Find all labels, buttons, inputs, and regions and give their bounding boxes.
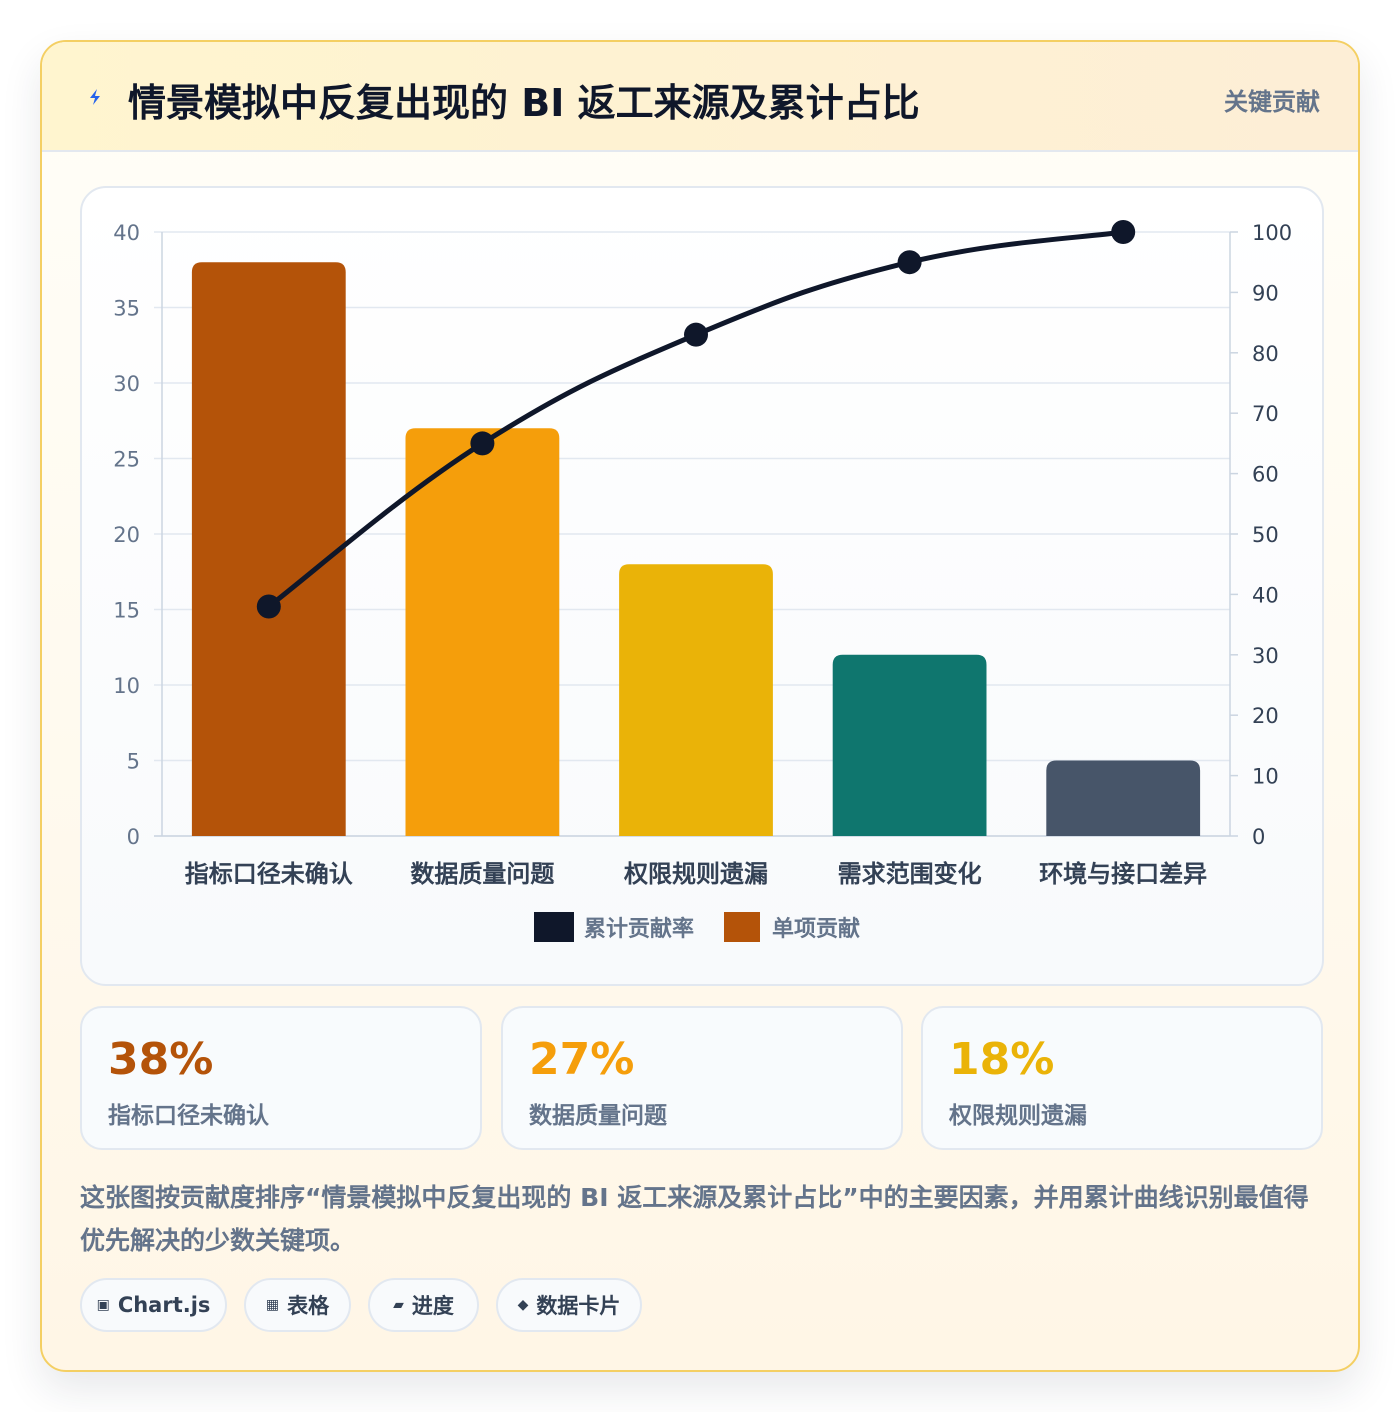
y-tick-label-left: 10 <box>113 674 140 698</box>
y-tick-label-right: 50 <box>1252 523 1279 547</box>
cumulative-point <box>470 431 495 456</box>
x-tick-label: 权限规则遗漏 <box>623 860 768 888</box>
y-tick-label-left: 15 <box>113 599 140 623</box>
pill-chartjs[interactable]: ▣ Chart.js <box>80 1278 227 1332</box>
legend-label-bar: 单项贡献 <box>772 916 860 942</box>
y-tick-label-right: 70 <box>1252 402 1279 426</box>
y-tick-label-left: 30 <box>113 372 140 396</box>
y-tick-label-left: 35 <box>113 297 140 321</box>
pill-label: 数据卡片 <box>536 1294 621 1318</box>
diamond-icon: ◆ <box>517 1297 529 1313</box>
bar <box>1046 760 1201 836</box>
pareto-chart: 0 5 10 15 20 25 30 35 40 0 10 20 30 40 50 60 70 80 90 100 指标… <box>113 220 1292 942</box>
pill-label: Chart.js <box>117 1293 211 1317</box>
table-icon: ▦ <box>265 1297 280 1313</box>
pill-table[interactable]: ▦ 表格 <box>244 1278 351 1332</box>
x-tick-label: 数据质量问题 <box>410 860 554 888</box>
stat-value: 18% <box>949 1034 1055 1085</box>
x-tick-label: 指标口径未确认 <box>185 860 353 888</box>
pill-data-card[interactable]: ◆ 数据卡片 <box>496 1278 642 1332</box>
bar <box>832 654 987 836</box>
stat-card: 18% 权限规则遗漏 <box>921 1006 1323 1150</box>
y-tick-label-right: 20 <box>1252 704 1279 728</box>
legend-label-cumulative: 累计贡献率 <box>584 916 694 942</box>
stat-value: 27% <box>529 1034 635 1085</box>
card-header: 情景模拟中反复出现的 BI 返工来源及累计占比 关键贡献 <box>42 42 1358 152</box>
chart-description: 这张图按贡献度排序“情景模拟中反复出现的 BI 返工来源及累计占比”中的主要因素… <box>80 1183 1309 1255</box>
x-tick-label: 环境与接口差异 <box>1039 860 1207 888</box>
y-tick-label-right: 10 <box>1252 765 1279 789</box>
y-tick-label-right: 100 <box>1252 221 1292 245</box>
chart-panel: 0 5 10 15 20 25 30 35 40 0 10 20 30 40 50 60 70 80 90 100 指标… <box>80 186 1324 986</box>
y-tick-label-right: 60 <box>1252 463 1279 487</box>
stat-card: 38% 指标口径未确认 <box>80 1006 482 1150</box>
y-tick-label-left: 5 <box>127 750 140 774</box>
stat-card: 27% 数据质量问题 <box>501 1006 903 1150</box>
pill-label: 表格 <box>287 1294 330 1318</box>
header-badge: 关键贡献 <box>1224 88 1320 116</box>
cumulative-line <box>267 229 1124 609</box>
y-tick-label-left: 20 <box>113 523 140 547</box>
y-tick-label-right: 40 <box>1252 583 1279 607</box>
legend-swatch-bar <box>724 912 760 942</box>
cumulative-point <box>684 322 708 347</box>
bar <box>619 564 773 836</box>
y-tick-label-left: 40 <box>113 221 140 245</box>
stat-label: 指标口径未确认 <box>108 1103 269 1129</box>
pill-progress[interactable]: ▰ 进度 <box>368 1278 479 1332</box>
y-tick-label-left: 25 <box>113 448 140 472</box>
y-tick-label-left: 0 <box>127 825 140 849</box>
y-tick-label-right: 90 <box>1252 281 1279 305</box>
y-tick-label-right: 30 <box>1252 644 1279 668</box>
bar <box>191 262 346 836</box>
bar <box>405 428 560 836</box>
y-tick-label-right: 80 <box>1252 342 1279 366</box>
stat-label: 数据质量问题 <box>529 1103 667 1129</box>
y-tick-label-right: 0 <box>1252 825 1265 849</box>
lightning-icon <box>86 88 104 106</box>
cumulative-point <box>256 594 281 619</box>
x-tick-label: 需求范围变化 <box>838 860 982 888</box>
cumulative-point <box>897 250 922 275</box>
progress-icon: ▰ <box>393 1297 404 1313</box>
cumulative-point <box>1111 220 1136 244</box>
stat-value: 38% <box>108 1034 214 1085</box>
pill-label: 进度 <box>411 1294 454 1318</box>
page-title: 情景模拟中反复出现的 BI 返工来源及累计占比 <box>128 81 920 125</box>
stat-label: 权限规则遗漏 <box>949 1103 1087 1129</box>
legend-swatch-cumulative <box>534 912 574 942</box>
chart-card: 情景模拟中反复出现的 BI 返工来源及累计占比 关键贡献 0 5 10 15 20 25 3… <box>40 40 1360 1372</box>
chart-icon: ▣ <box>96 1297 110 1313</box>
